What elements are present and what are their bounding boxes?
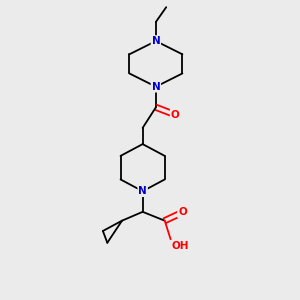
Text: O: O [171,110,179,120]
Text: N: N [152,82,160,92]
Text: N: N [152,36,160,46]
Text: N: N [138,186,147,196]
Text: O: O [178,207,187,218]
Text: OH: OH [171,241,189,251]
